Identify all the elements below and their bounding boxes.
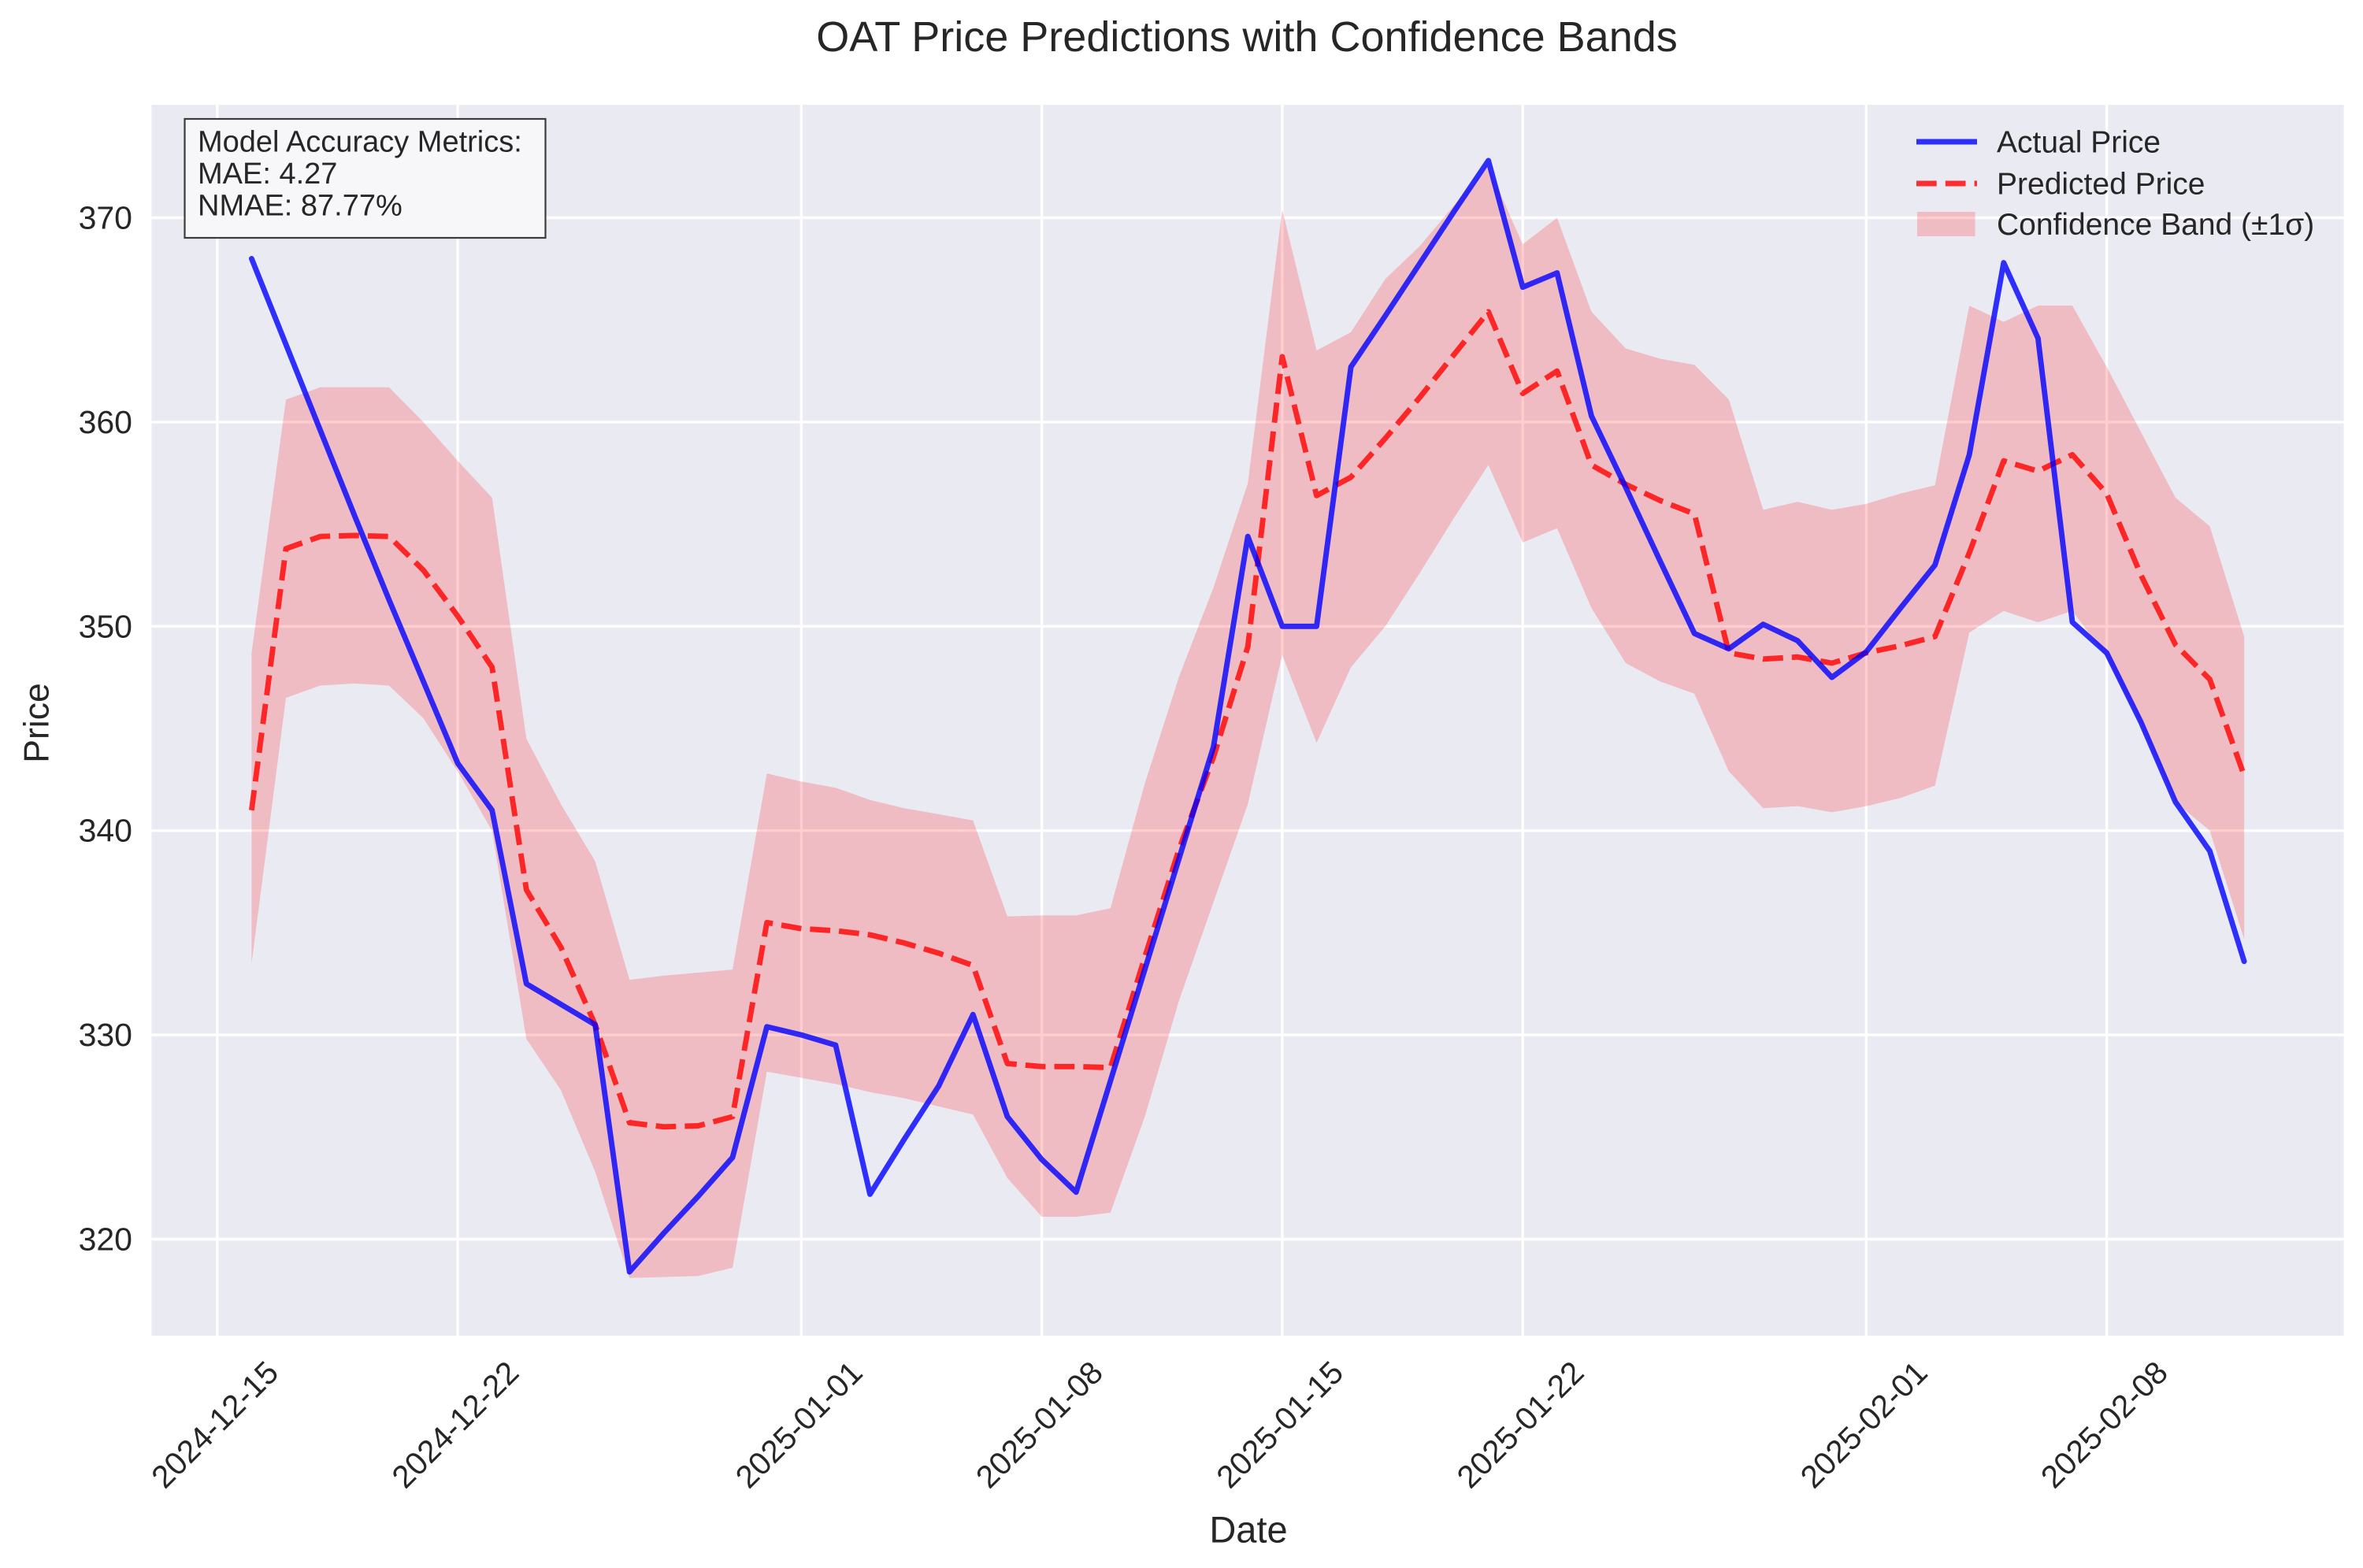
svg-text:370: 370 [79, 200, 132, 236]
svg-text:MAE: 4.27: MAE: 4.27 [198, 158, 337, 191]
svg-text:360: 360 [79, 404, 132, 440]
svg-text:350: 350 [79, 608, 132, 644]
svg-text:OAT Price Predictions with Con: OAT Price Predictions with Confidence Ba… [816, 13, 1678, 61]
svg-text:Model Accuracy Metrics:: Model Accuracy Metrics: [198, 125, 522, 158]
svg-text:2025-02-08: 2025-02-08 [2034, 1354, 2175, 1495]
svg-text:320: 320 [79, 1221, 132, 1258]
svg-text:Actual Price: Actual Price [1997, 126, 2161, 160]
svg-text:Price: Price [18, 683, 57, 762]
svg-text:340: 340 [79, 813, 132, 849]
svg-text:330: 330 [79, 1017, 132, 1053]
svg-text:NMAE: 87.77%: NMAE: 87.77% [198, 190, 402, 223]
svg-text:2025-01-22: 2025-01-22 [1449, 1354, 1590, 1495]
svg-text:2025-01-01: 2025-01-01 [729, 1354, 870, 1495]
svg-text:2025-01-08: 2025-01-08 [969, 1354, 1110, 1495]
svg-text:2024-12-22: 2024-12-22 [384, 1354, 525, 1495]
svg-text:Predicted Price: Predicted Price [1997, 168, 2205, 202]
svg-text:2025-02-01: 2025-02-01 [1794, 1354, 1935, 1495]
svg-text:2024-12-15: 2024-12-15 [144, 1354, 285, 1495]
svg-text:Date: Date [1209, 1509, 1287, 1551]
svg-text:Confidence Band (±1σ): Confidence Band (±1σ) [1997, 208, 2314, 242]
svg-text:2025-01-15: 2025-01-15 [1209, 1354, 1350, 1495]
